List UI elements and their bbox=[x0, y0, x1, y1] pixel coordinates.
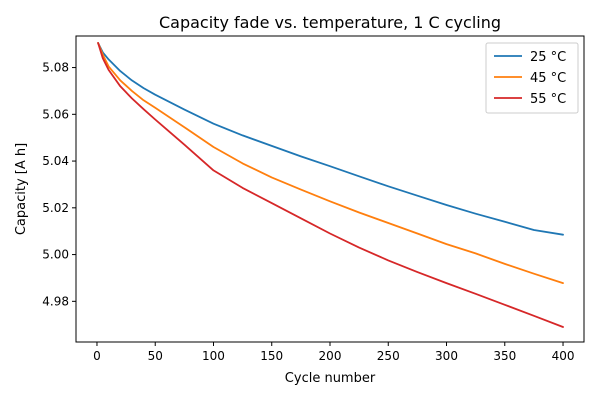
legend-label-1: 45 °C bbox=[530, 71, 566, 86]
legend-label-2: 55 °C bbox=[530, 92, 566, 107]
legend-box bbox=[485, 42, 579, 114]
legend-label-0: 25 °C bbox=[530, 50, 566, 65]
x-tick-label: 50 bbox=[148, 349, 163, 363]
series-line-1 bbox=[97, 42, 564, 285]
x-tick-label: 0 bbox=[93, 349, 101, 363]
y-tick-label: 5.08 bbox=[42, 61, 69, 75]
y-tick-label: 5.06 bbox=[42, 107, 69, 121]
series-lines bbox=[97, 42, 564, 328]
series-line-0 bbox=[97, 42, 564, 236]
series-line-2 bbox=[97, 42, 564, 328]
chart-title: Capacity fade vs. temperature, 1 C cycli… bbox=[159, 13, 501, 32]
legend: 25 °C 45 °C 55 °C bbox=[485, 42, 579, 114]
y-axis-ticks: 4.98 5.00 5.02 5.04 5.06 5.08 bbox=[42, 61, 76, 308]
y-tick-label: 4.98 bbox=[42, 294, 69, 308]
x-tick-label: 400 bbox=[552, 349, 575, 363]
x-tick-label: 300 bbox=[435, 349, 458, 363]
y-tick-label: 5.02 bbox=[42, 201, 69, 215]
x-tick-label: 100 bbox=[202, 349, 225, 363]
x-tick-label: 150 bbox=[260, 349, 283, 363]
y-tick-label: 5.04 bbox=[42, 154, 69, 168]
x-tick-label: 350 bbox=[493, 349, 516, 363]
x-tick-label: 250 bbox=[377, 349, 400, 363]
x-axis-label: Cycle number bbox=[285, 371, 376, 386]
y-axis-label: Capacity [A h] bbox=[14, 143, 29, 235]
x-axis-ticks: 0 50 100 150 200 250 300 350 400 bbox=[93, 342, 574, 363]
x-tick-label: 200 bbox=[319, 349, 342, 363]
y-tick-label: 5.00 bbox=[42, 248, 69, 262]
